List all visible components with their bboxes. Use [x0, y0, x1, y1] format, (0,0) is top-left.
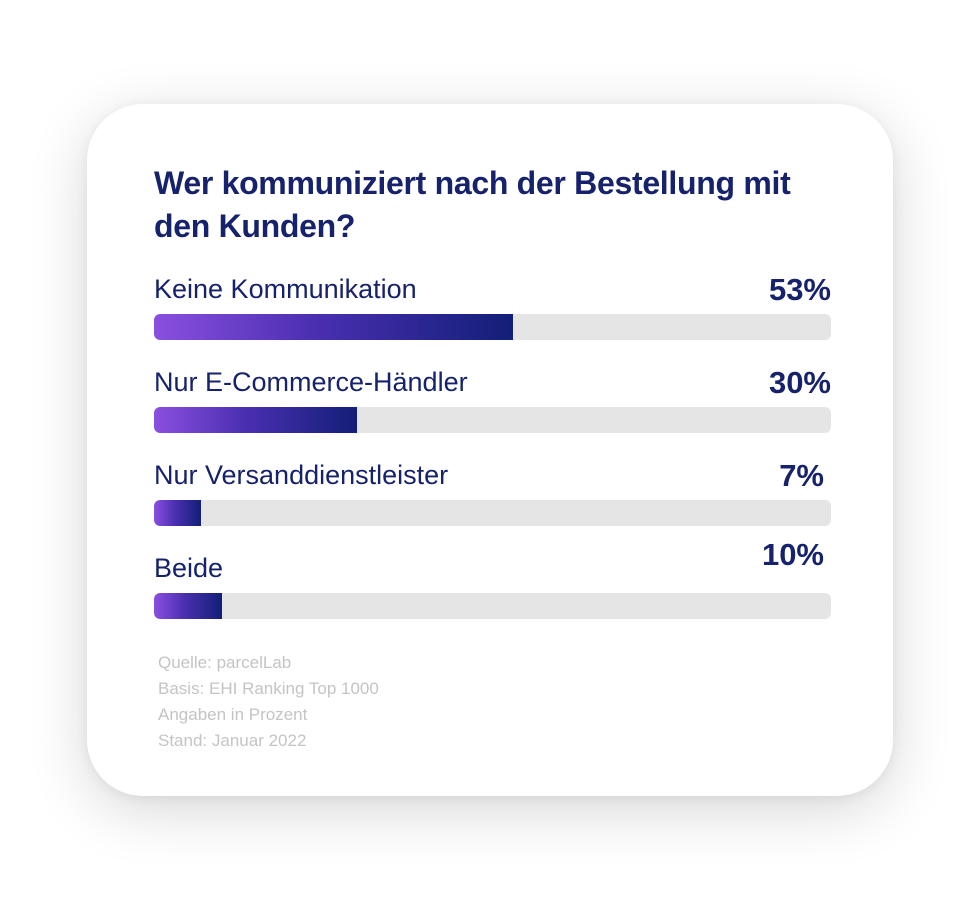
bar-fill: [154, 500, 202, 526]
bar-value-label: 30%: [768, 365, 831, 400]
bar-value-label: 53%: [768, 272, 831, 307]
chart-title: Wer kommuniziert nach der Bestellung mit…: [154, 165, 791, 244]
bar-fill: [154, 407, 358, 433]
footnote-source: Quelle: parcelLab: [158, 653, 292, 672]
bar-track: [154, 314, 831, 340]
bar-label: Keine Kommunikation: [154, 274, 417, 304]
bar-row: Beide 10%: [154, 537, 831, 644]
bar-row: Nur Versanddienstleister 7%: [154, 458, 831, 551]
bar-fill: [154, 314, 513, 340]
bar-list: Keine Kommunikation 53% Nur E-Commerce-H…: [154, 272, 831, 644]
bar-row: Keine Kommunikation 53%: [154, 272, 831, 365]
footnote-unit: Angaben in Prozent: [158, 705, 308, 724]
bar-fill: [154, 593, 222, 619]
bar-track: [154, 593, 831, 619]
footnote-basis: Basis: EHI Ranking Top 1000: [158, 679, 379, 698]
bar-value-label: 7%: [779, 458, 824, 493]
bar-row: Nur E-Commerce-Händler 30%: [154, 365, 831, 458]
bar-label: Nur E-Commerce-Händler: [154, 367, 468, 397]
bar-track: [154, 500, 831, 526]
bar-label: Nur Versanddienstleister: [154, 460, 449, 490]
bar-value-label: 10%: [761, 537, 824, 572]
footnotes: Quelle: parcelLab Basis: EHI Ranking Top…: [158, 650, 379, 754]
bar-track: [154, 407, 831, 433]
chart-card: Wer kommuniziert nach der Bestellung mit…: [87, 104, 893, 796]
bar-label: Beide: [154, 553, 224, 583]
footnote-date: Stand: Januar 2022: [158, 731, 307, 750]
